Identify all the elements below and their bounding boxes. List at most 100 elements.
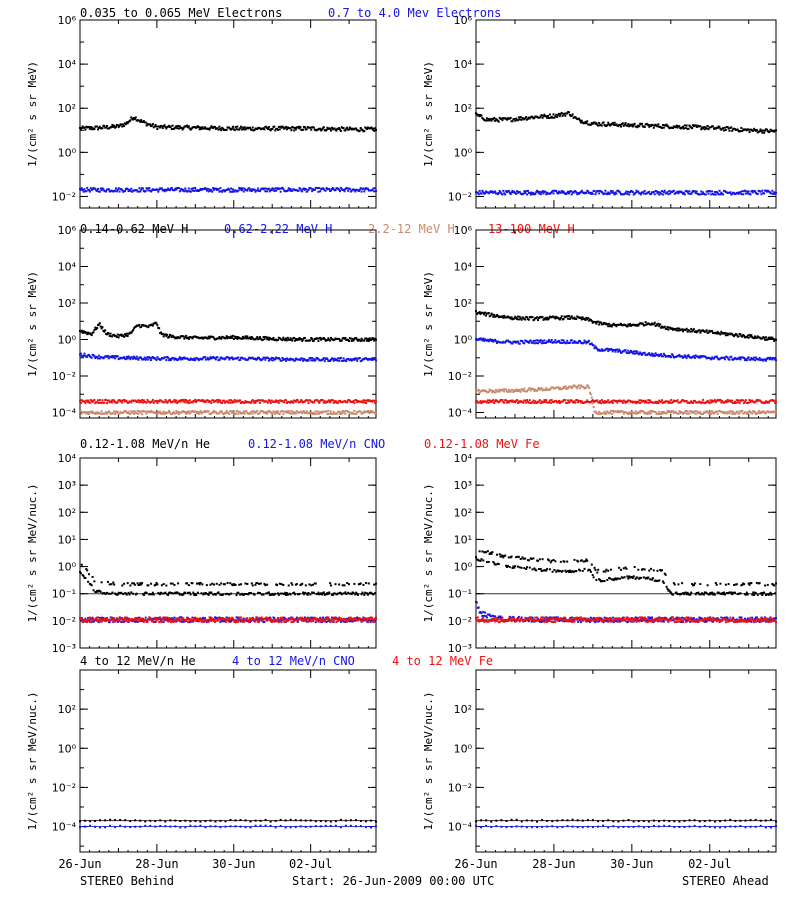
data-point [663, 354, 666, 357]
data-point [477, 388, 480, 391]
data-point [195, 401, 198, 404]
data-point [638, 125, 641, 128]
data-point [201, 358, 204, 361]
data-point [547, 117, 550, 120]
data-point [79, 188, 82, 191]
data-point [616, 411, 619, 414]
data-point [773, 191, 776, 194]
data-point [105, 411, 108, 414]
data-point [129, 584, 132, 587]
data-point [524, 117, 527, 120]
data-point [201, 583, 204, 586]
data-point [120, 591, 123, 594]
data-point [256, 336, 259, 339]
data-point [190, 127, 193, 130]
data-point [150, 400, 153, 403]
data-point [591, 122, 594, 125]
data-point [219, 621, 222, 624]
data-point [682, 127, 685, 130]
data-point [685, 124, 688, 127]
data-point [553, 341, 556, 344]
data-point [360, 190, 363, 193]
data-point [357, 339, 360, 342]
data-point [562, 339, 565, 342]
legend-4-1: 4 to 12 MeV/n He [80, 654, 196, 668]
data-point [347, 591, 350, 594]
data-point [698, 412, 701, 415]
data-point [185, 334, 188, 337]
data-point [366, 339, 369, 342]
data-point [667, 125, 670, 128]
data-point [282, 336, 285, 339]
data-point [372, 127, 375, 130]
data-point [207, 335, 210, 338]
data-point [246, 582, 249, 585]
data-point [278, 358, 281, 361]
data-point [773, 339, 776, 342]
data-point [541, 340, 544, 343]
data-point [178, 616, 181, 619]
data-point [243, 336, 246, 339]
data-point [346, 401, 349, 404]
data-point [637, 324, 640, 327]
data-point [511, 342, 514, 345]
data-point [237, 189, 240, 192]
data-point [208, 188, 211, 191]
data-point [598, 121, 601, 124]
data-point [140, 410, 143, 413]
data-point [665, 412, 668, 415]
data-point [747, 336, 750, 339]
series-2 [475, 337, 777, 362]
data-point [294, 128, 297, 131]
data-point [650, 352, 653, 355]
data-point [745, 336, 748, 339]
data-point [752, 358, 755, 361]
data-point [726, 126, 729, 129]
data-point [671, 353, 674, 356]
data-point [744, 358, 747, 361]
data-point [535, 342, 538, 345]
data-point [114, 357, 117, 360]
data-point [507, 401, 510, 404]
data-point [560, 111, 563, 114]
data-point [330, 188, 333, 191]
data-point [666, 410, 669, 413]
data-point [661, 410, 664, 413]
data-point [731, 399, 734, 402]
data-point [326, 126, 329, 129]
data-point [178, 356, 181, 359]
data-point [532, 399, 535, 402]
y-tick-label: 10⁶ [454, 224, 473, 237]
data-point [771, 336, 774, 339]
data-point [329, 582, 332, 585]
data-point [168, 189, 171, 192]
data-point [168, 409, 171, 412]
data-point [578, 340, 581, 343]
data-point [768, 337, 771, 340]
data-point [89, 187, 92, 190]
data-point [354, 593, 357, 596]
data-point [249, 412, 252, 415]
data-point [246, 189, 249, 192]
data-point [299, 126, 302, 129]
y-tick-label: 10⁰ [58, 334, 77, 347]
data-point [116, 355, 119, 358]
data-point [588, 339, 591, 342]
data-point [240, 187, 243, 190]
data-point [258, 336, 261, 339]
data-point [368, 337, 371, 340]
data-point [483, 339, 486, 342]
data-point [131, 356, 134, 359]
data-point [196, 410, 199, 413]
data-point [629, 412, 632, 415]
data-point [577, 401, 580, 404]
data-point [96, 399, 99, 402]
data-point [526, 117, 529, 120]
data-point [240, 128, 243, 131]
data-point [217, 337, 220, 340]
data-point [609, 409, 612, 412]
data-point [597, 124, 600, 127]
data-point [485, 314, 488, 317]
data-point [320, 129, 323, 132]
data-point [570, 339, 573, 342]
